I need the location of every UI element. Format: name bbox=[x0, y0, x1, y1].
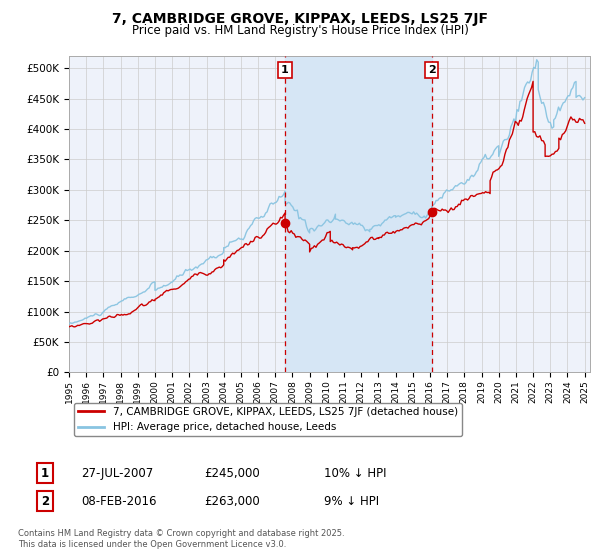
Text: Price paid vs. HM Land Registry's House Price Index (HPI): Price paid vs. HM Land Registry's House … bbox=[131, 24, 469, 36]
Text: 1: 1 bbox=[281, 65, 289, 75]
Text: 08-FEB-2016: 08-FEB-2016 bbox=[81, 494, 157, 508]
Text: 2: 2 bbox=[428, 65, 436, 75]
Text: 7, CAMBRIDGE GROVE, KIPPAX, LEEDS, LS25 7JF: 7, CAMBRIDGE GROVE, KIPPAX, LEEDS, LS25 … bbox=[112, 12, 488, 26]
Bar bbox=[285, 56, 431, 372]
Text: £245,000: £245,000 bbox=[204, 466, 260, 480]
Text: 10% ↓ HPI: 10% ↓ HPI bbox=[324, 466, 386, 480]
Text: 2: 2 bbox=[41, 494, 49, 508]
Text: 9% ↓ HPI: 9% ↓ HPI bbox=[324, 494, 379, 508]
Text: Contains HM Land Registry data © Crown copyright and database right 2025.
This d: Contains HM Land Registry data © Crown c… bbox=[18, 529, 344, 549]
Text: 1: 1 bbox=[41, 466, 49, 480]
Text: £263,000: £263,000 bbox=[204, 494, 260, 508]
Text: 27-JUL-2007: 27-JUL-2007 bbox=[81, 466, 153, 480]
Legend: 7, CAMBRIDGE GROVE, KIPPAX, LEEDS, LS25 7JF (detached house), HPI: Average price: 7, CAMBRIDGE GROVE, KIPPAX, LEEDS, LS25 … bbox=[74, 403, 462, 436]
